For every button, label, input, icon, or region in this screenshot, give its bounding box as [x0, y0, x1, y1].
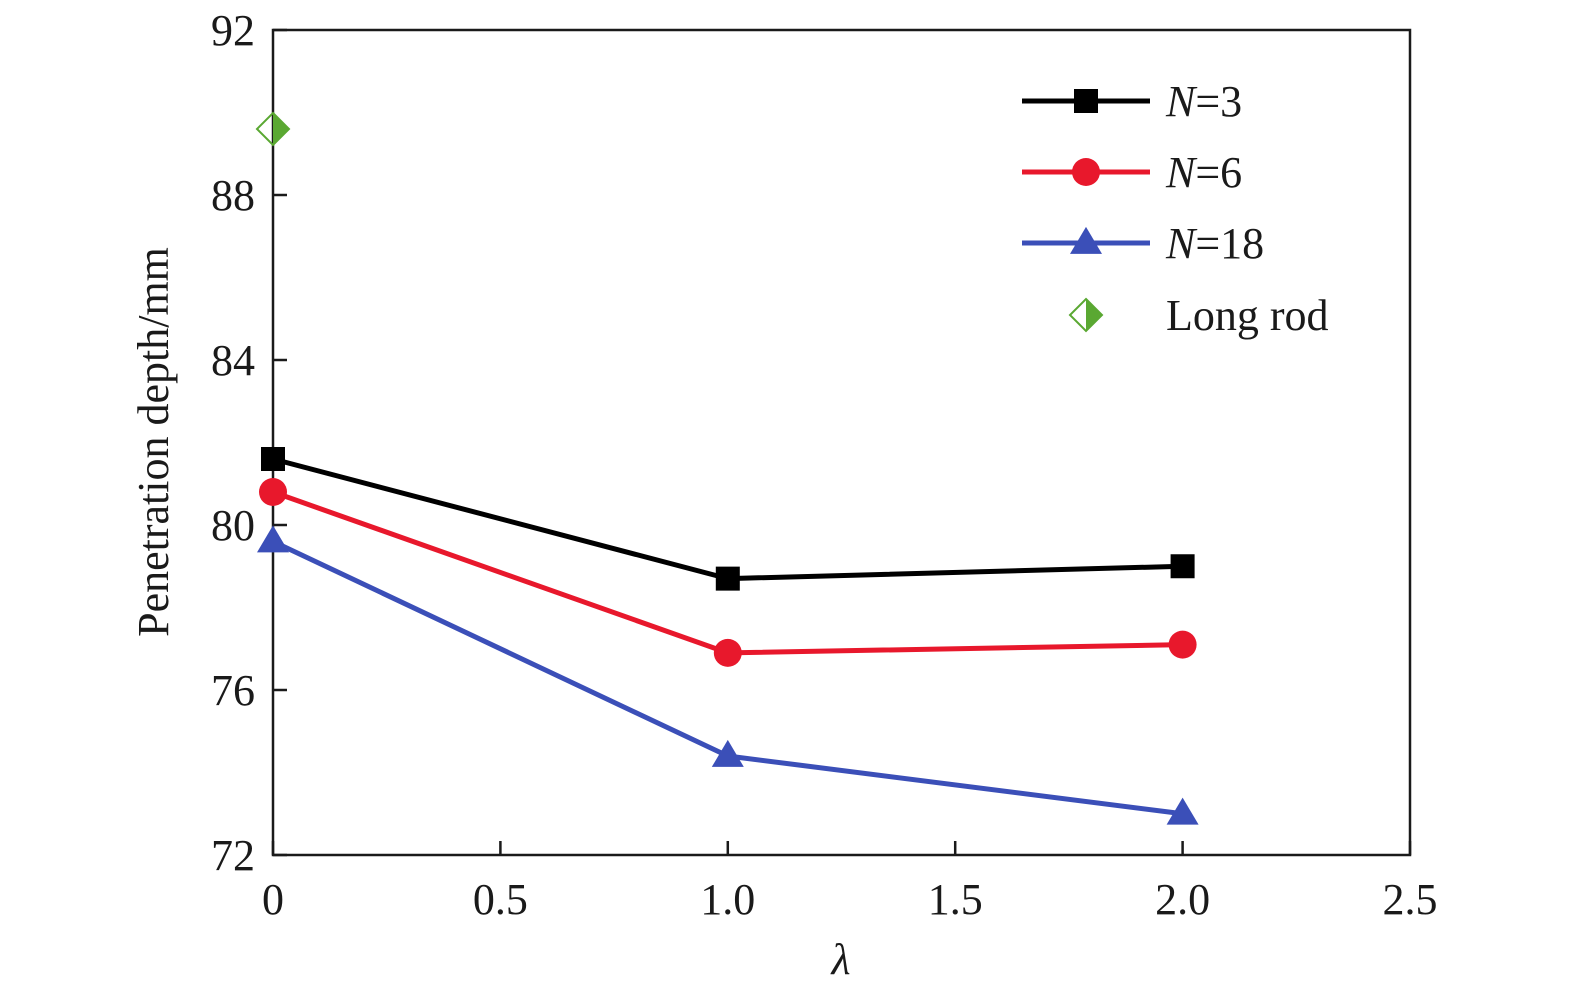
series-line — [272, 456, 1183, 582]
legend-marker — [1068, 297, 1104, 333]
legend-marker — [1070, 226, 1102, 254]
diamond-outline — [1068, 297, 1104, 333]
reference-point — [255, 111, 291, 147]
y-tick-label: 72 — [211, 831, 255, 880]
x-tick-label: 2.5 — [1383, 875, 1438, 924]
legend-label: N=6 — [1165, 148, 1242, 197]
data-point — [711, 739, 744, 767]
legend-label: Long rod — [1166, 291, 1329, 340]
data-point — [1168, 630, 1197, 659]
x-tick-label: 1.0 — [700, 875, 755, 924]
y-tick-label: 88 — [211, 171, 255, 220]
y-tick-label: 80 — [211, 501, 255, 550]
y-tick-label: 84 — [211, 336, 255, 385]
diamond-fill-half — [1086, 299, 1102, 331]
x-tick-label: 0 — [262, 875, 284, 924]
series-layer — [255, 111, 1199, 825]
x-tick-label: 1.5 — [928, 875, 983, 924]
data-point — [1170, 554, 1195, 579]
diamond-outline — [255, 111, 291, 147]
x-axis-ticks: 0 0.5 1.0 1.5 2.0 2.5 — [262, 841, 1438, 924]
x-tick-label: 0.5 — [473, 875, 528, 924]
legend-marker — [1072, 158, 1100, 186]
y-axis-ticks: 72 76 80 84 88 92 — [211, 6, 287, 880]
legend: N=3 N=6 N=18 Long rod — [1022, 77, 1329, 340]
y-axis-title: Penetration depth/mm — [129, 247, 178, 637]
x-tick-label: 2.0 — [1155, 875, 1210, 924]
data-point — [259, 478, 287, 506]
y-tick-label: 92 — [211, 6, 255, 55]
legend-label: N=3 — [1165, 77, 1242, 126]
data-point — [257, 525, 289, 553]
data-point — [261, 447, 285, 471]
diamond-fill-half — [273, 113, 289, 145]
legend-marker — [1074, 89, 1098, 113]
plot-frame — [271, 28, 1412, 857]
data-point — [1166, 797, 1199, 825]
x-axis-title: λ — [829, 935, 850, 984]
y-tick-label: 76 — [211, 666, 255, 715]
data-point — [715, 566, 740, 591]
legend-label: N=18 — [1165, 219, 1264, 268]
data-point — [713, 638, 742, 667]
